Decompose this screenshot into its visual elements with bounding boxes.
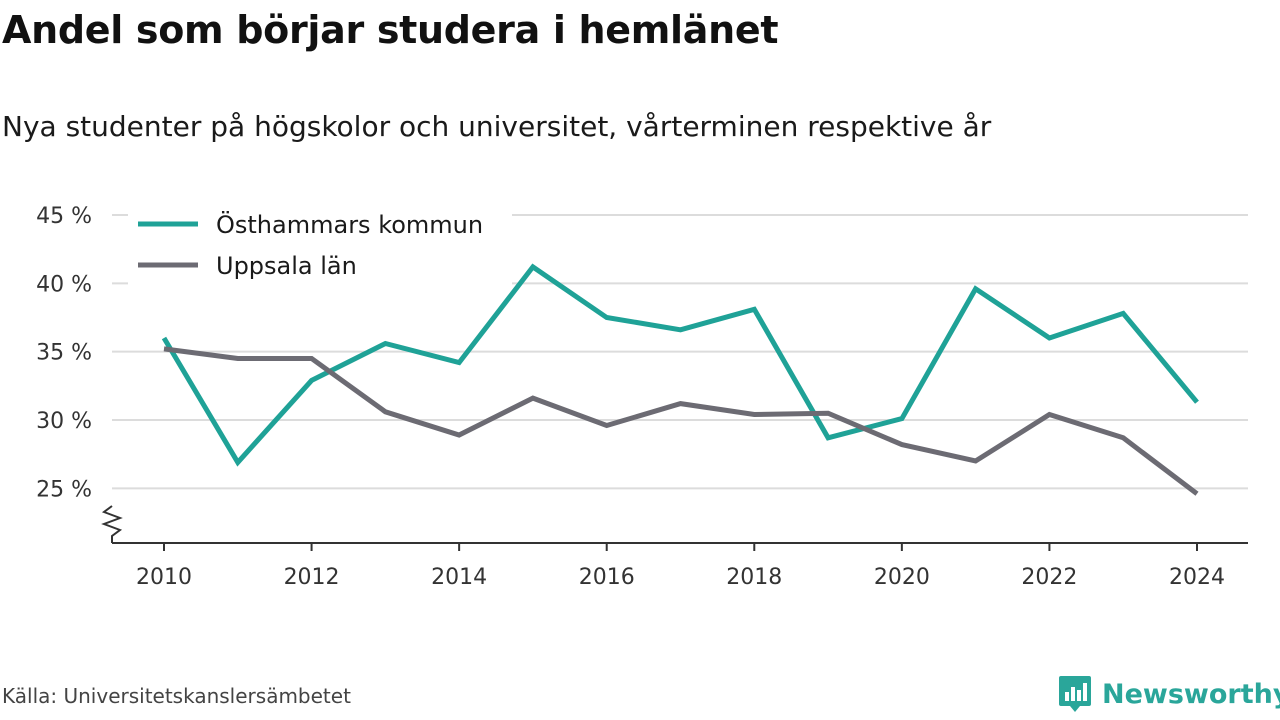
y-tick-label: 45 % bbox=[36, 204, 92, 229]
brand[interactable]: Newsworthy bbox=[1058, 672, 1280, 716]
legend-label: Östhammars kommun bbox=[216, 210, 483, 239]
x-tick-label: 2016 bbox=[579, 565, 635, 590]
y-tick-label: 40 % bbox=[36, 272, 92, 297]
y-tick-label: 25 % bbox=[36, 477, 92, 502]
y-axis-break-icon bbox=[101, 505, 123, 543]
legend-label: Uppsala län bbox=[216, 252, 357, 280]
x-tick-label: 2014 bbox=[431, 565, 487, 590]
chart-title: Andel som börjar studera i hemlänet bbox=[2, 8, 779, 52]
y-tick-label: 30 % bbox=[36, 409, 92, 434]
source-note: Källa: Universitetskanslersämbetet bbox=[2, 684, 351, 708]
axes: 25 % 30 % 35 % 40 % 45 % 2010 2012 2014 2016 2018… bbox=[36, 204, 1248, 590]
series-line-uppsala bbox=[163, 346, 1199, 496]
series-lines bbox=[161, 263, 1199, 496]
x-tick-label: 2012 bbox=[284, 565, 340, 590]
legend: Östhammars kommun Uppsala län bbox=[128, 202, 512, 288]
chart-subtitle: Nya studenter på högskolor och universit… bbox=[2, 110, 992, 143]
x-tick-label: 2018 bbox=[726, 565, 782, 590]
x-tick-label: 2020 bbox=[874, 565, 930, 590]
x-tick-label: 2022 bbox=[1021, 565, 1077, 590]
y-tick-label: 35 % bbox=[36, 341, 92, 366]
bar-chart-speech-bubble-icon bbox=[1059, 676, 1091, 712]
x-tick-label: 2024 bbox=[1169, 565, 1225, 590]
brand-name: Newsworthy bbox=[1102, 678, 1280, 710]
x-tick-label: 2010 bbox=[136, 565, 192, 590]
legend-background bbox=[128, 202, 512, 288]
series-line-osthammar bbox=[161, 263, 1199, 467]
